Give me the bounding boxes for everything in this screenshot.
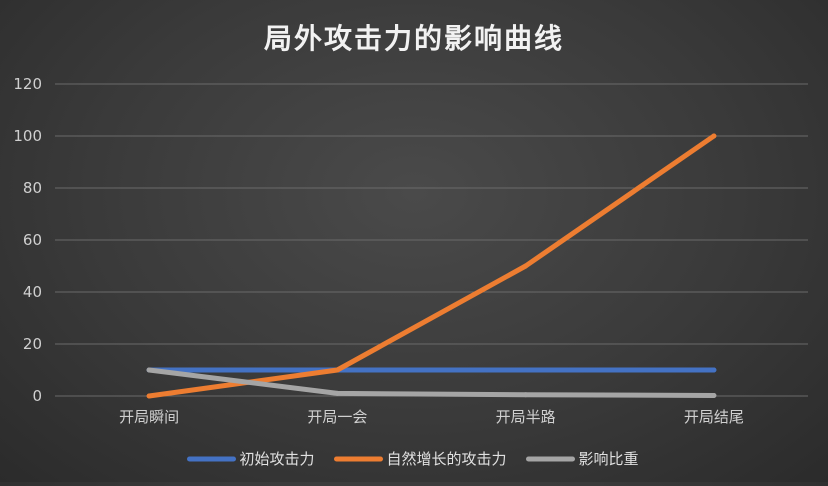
y-axis-ticks: 0 20 40 60 80 100 120 [13,75,42,405]
x-tick-label: 开局瞬间 [119,408,179,426]
legend-label: 影响比重 [579,450,639,468]
x-tick-label: 开局结尾 [684,408,744,426]
series-line-2 [146,133,717,399]
data-point [523,392,529,398]
x-tick-label: 开局半路 [496,408,556,426]
data-point [334,367,340,373]
chart-title: 局外攻击力的影响曲线 [264,22,564,55]
legend-label: 自然增长的攻击力 [387,450,507,468]
data-point [711,392,717,398]
x-tick-label: 开局一会 [307,408,367,426]
data-point [523,367,529,373]
data-point [711,133,717,139]
data-point [334,390,340,396]
gridlines [55,83,808,397]
data-point [146,367,152,373]
y-tick-label: 120 [13,75,42,93]
legend-label: 初始攻击力 [240,450,315,468]
y-tick-label: 80 [23,179,42,197]
data-point [711,367,717,373]
data-point [146,393,152,399]
data-point [523,263,529,269]
series-lines [146,133,717,399]
y-tick-label: 0 [32,387,42,405]
y-tick-label: 60 [23,231,42,249]
y-tick-label: 20 [23,335,42,353]
y-tick-label: 40 [23,283,42,301]
y-tick-label: 100 [13,127,42,145]
series-line-3 [146,367,717,398]
legend: 初始攻击力 自然增长的攻击力 影响比重 [187,450,639,468]
x-axis-ticks: 开局瞬间 开局一会 开局半路 开局结尾 [119,408,744,426]
